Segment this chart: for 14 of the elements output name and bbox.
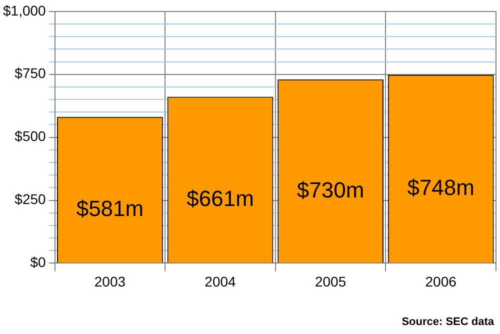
y-tick-label: $250 <box>14 191 46 208</box>
data-label: $581m <box>76 196 144 222</box>
y-tick-label: $1,000 <box>2 2 46 18</box>
x-tick-label: 2006 <box>425 273 457 290</box>
y-tick-label: $0 <box>30 254 46 270</box>
data-label: $748m <box>407 175 474 200</box>
x-tick-label: 2005 <box>314 273 346 290</box>
data-label: $730m <box>296 177 364 202</box>
data-label: $661m <box>186 186 254 212</box>
x-tick-label: 2003 <box>94 273 126 290</box>
x-tick-label: 2004 <box>204 273 236 290</box>
y-tick-label: $750 <box>14 65 46 82</box>
source-note: Source: SEC data <box>402 316 495 328</box>
y-tick-label: $500 <box>14 128 46 144</box>
